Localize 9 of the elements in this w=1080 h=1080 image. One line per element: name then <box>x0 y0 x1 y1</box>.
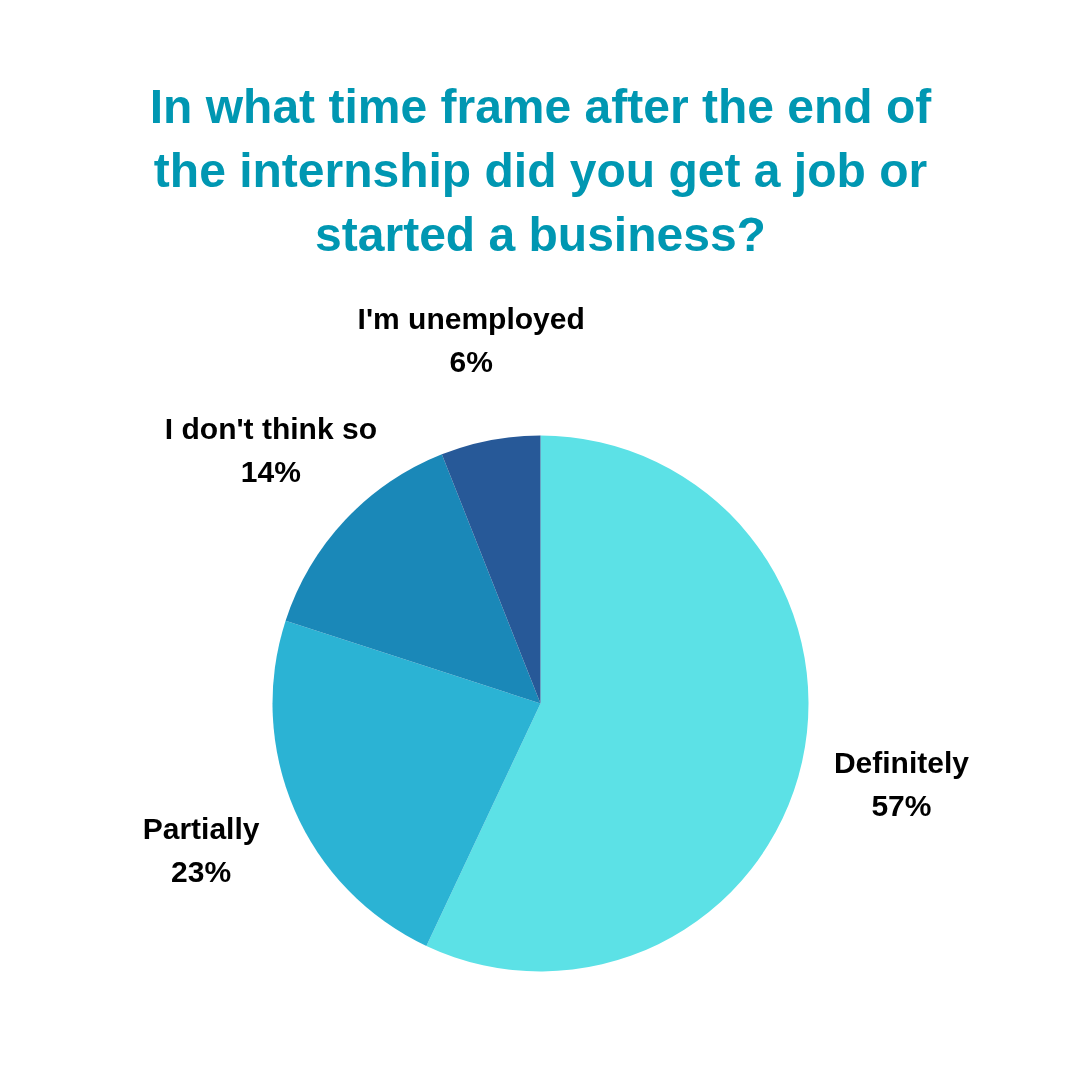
data-label: 23% <box>171 855 232 889</box>
data-label: 14% <box>240 455 301 489</box>
chart-title: In what time frame after the end of the internship did you get a job or started a business? <box>149 80 933 261</box>
data-label: 57% <box>871 789 932 823</box>
slice-label: Definitely <box>833 746 970 780</box>
slice-label: I don't think so <box>164 412 377 446</box>
data-label: 6% <box>449 345 493 379</box>
slice-label: I'm unemployed <box>357 302 585 336</box>
slice-label: Partially <box>142 812 260 846</box>
